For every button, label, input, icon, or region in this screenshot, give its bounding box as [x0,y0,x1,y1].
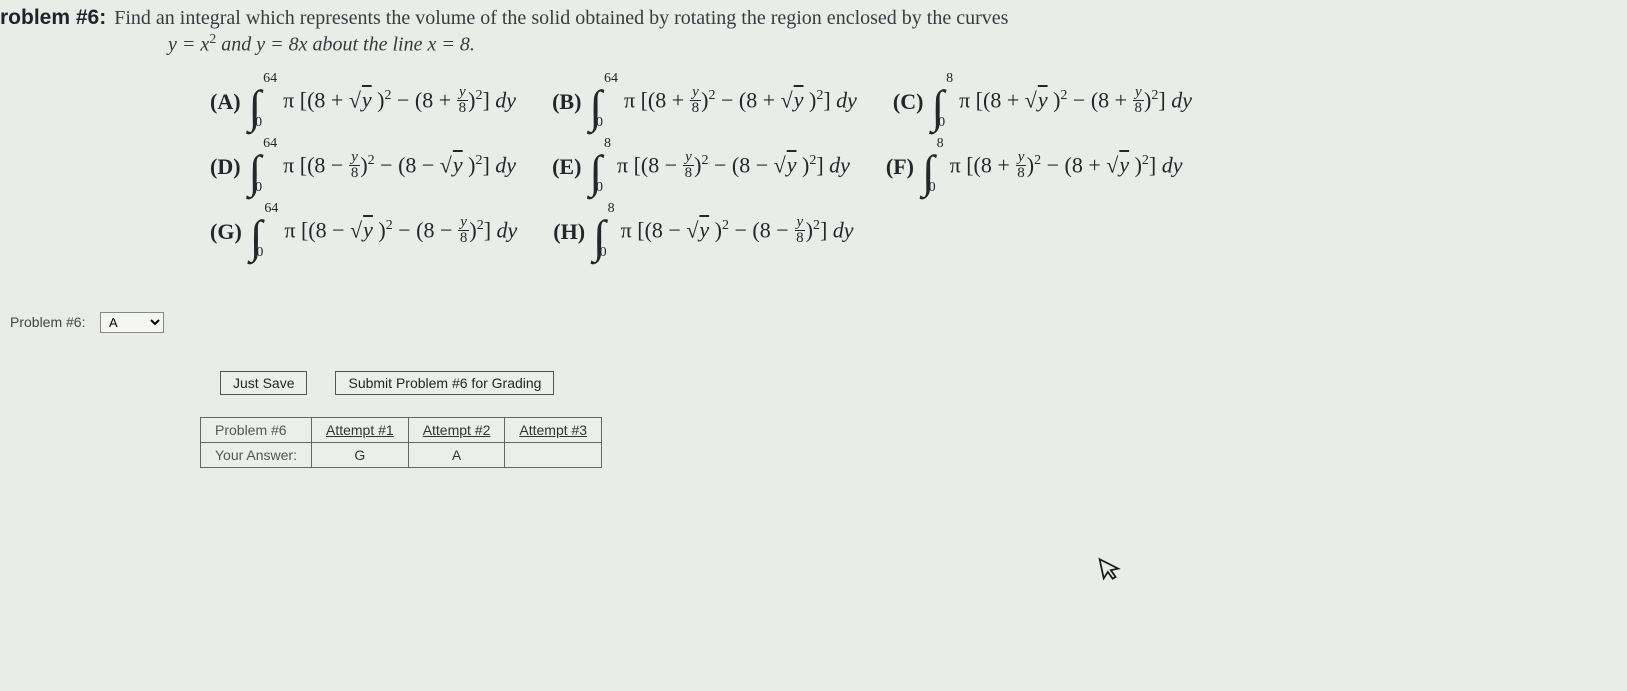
integral-limits: 640 [263,153,277,181]
your-answer-label: Your Answer: [201,442,312,467]
integrand: π [(8 + √y )2 − (8 + y8)2] dy [959,87,1192,118]
integrand: π [(8 + √y )2 − (8 + y8)2] dy [283,87,516,118]
table-row: Your Answer: G A [201,442,602,467]
choice-A: (A) ∫ 640 π [(8 + √y )2 − (8 + y8)2] dy [210,87,516,118]
integrand: π [(8 + y8)2 − (8 + √y )2] dy [624,87,857,118]
choice-letter: (E) [552,154,581,180]
choice-letter: (C) [893,89,924,115]
table-header-attempt2[interactable]: Attempt #2 [408,417,505,442]
choice-G: (G) ∫ 640 π [(8 − √y )2 − (8 − y8)2] dy [210,217,517,248]
choice-row: (D) ∫ 640 π [(8 − y8)2 − (8 − √y )2] dy … [210,152,1627,183]
choice-B: (B) ∫ 640 π [(8 + y8)2 − (8 + √y )2] dy [552,87,857,118]
choice-letter: (A) [210,89,241,115]
integrand: π [(8 − √y )2 − (8 − y8)2] dy [621,217,854,248]
problem-prompt: Find an integral which represents the vo… [114,7,1008,30]
integral-limits: 80 [946,88,953,116]
choice-row: (G) ∫ 640 π [(8 − √y )2 − (8 − y8)2] dy … [210,217,1627,248]
problem-number: roblem #6: [0,6,106,30]
problem-equations: y = x2 and y = 8x about the line x = 8. [0,32,1627,57]
choice-E: (E) ∫ 80 π [(8 − y8)2 − (8 − √y )2] dy [552,152,850,183]
choice-letter: (G) [210,219,242,245]
integral-limits: 80 [608,218,615,246]
integral-limits: 640 [264,218,278,246]
eq-rest: and y = 8x about the line x = 8. [216,34,475,56]
table-row: Problem #6 Attempt #1 Attempt #2 Attempt… [201,417,602,442]
answer-select[interactable]: ABCDEFGH [100,312,164,333]
integral-limits: 640 [604,88,618,116]
choice-D: (D) ∫ 640 π [(8 − y8)2 − (8 − √y )2] dy [210,152,516,183]
answer-cell-3 [505,442,602,467]
integral-limits: 640 [263,88,277,116]
answer-cell-2: A [408,442,505,467]
integrand: π [(8 − y8)2 − (8 − √y )2] dy [617,152,850,183]
table-header-attempt3[interactable]: Attempt #3 [505,417,602,442]
integrand: π [(8 − √y )2 − (8 − y8)2] dy [284,217,517,248]
choices-block: (A) ∫ 640 π [(8 + √y )2 − (8 + y8)2] dy … [0,57,1627,302]
submit-button[interactable]: Submit Problem #6 for Grading [335,371,554,395]
choice-H: (H) ∫ 80 π [(8 − √y )2 − (8 − y8)2] dy [553,217,853,248]
table-header-attempt1[interactable]: Attempt #1 [311,417,408,442]
eq-y-eq-x: y = x [168,34,209,56]
attempts-table: Problem #6 Attempt #1 Attempt #2 Attempt… [200,417,602,468]
integral-limits: 80 [604,153,611,181]
choice-letter: (F) [886,154,914,180]
choice-letter: (D) [210,154,241,180]
integrand: π [(8 − y8)2 − (8 − √y )2] dy [283,152,516,183]
choice-row: (A) ∫ 640 π [(8 + √y )2 − (8 + y8)2] dy … [210,87,1627,118]
cursor-icon [1097,553,1125,589]
choice-C: (C) ∫ 80 π [(8 + √y )2 − (8 + y8)2] dy [893,87,1192,118]
button-row: Just Save Submit Problem #6 for Grading [0,371,1627,395]
answer-cell-1: G [311,442,408,467]
integrand: π [(8 + y8)2 − (8 + √y )2] dy [950,152,1183,183]
choice-F: (F) ∫ 80 π [(8 + y8)2 − (8 + √y )2] dy [886,152,1183,183]
choice-letter: (B) [552,89,581,115]
just-save-button[interactable]: Just Save [220,371,307,395]
integral-limits: 80 [937,153,944,181]
table-header-problem: Problem #6 [201,417,312,442]
select-label: Problem #6: [10,314,85,330]
problem-header: roblem #6: Find an integral which repres… [0,6,1627,30]
answer-controls: Problem #6: ABCDEFGH [0,312,1627,333]
choice-letter: (H) [553,219,585,245]
